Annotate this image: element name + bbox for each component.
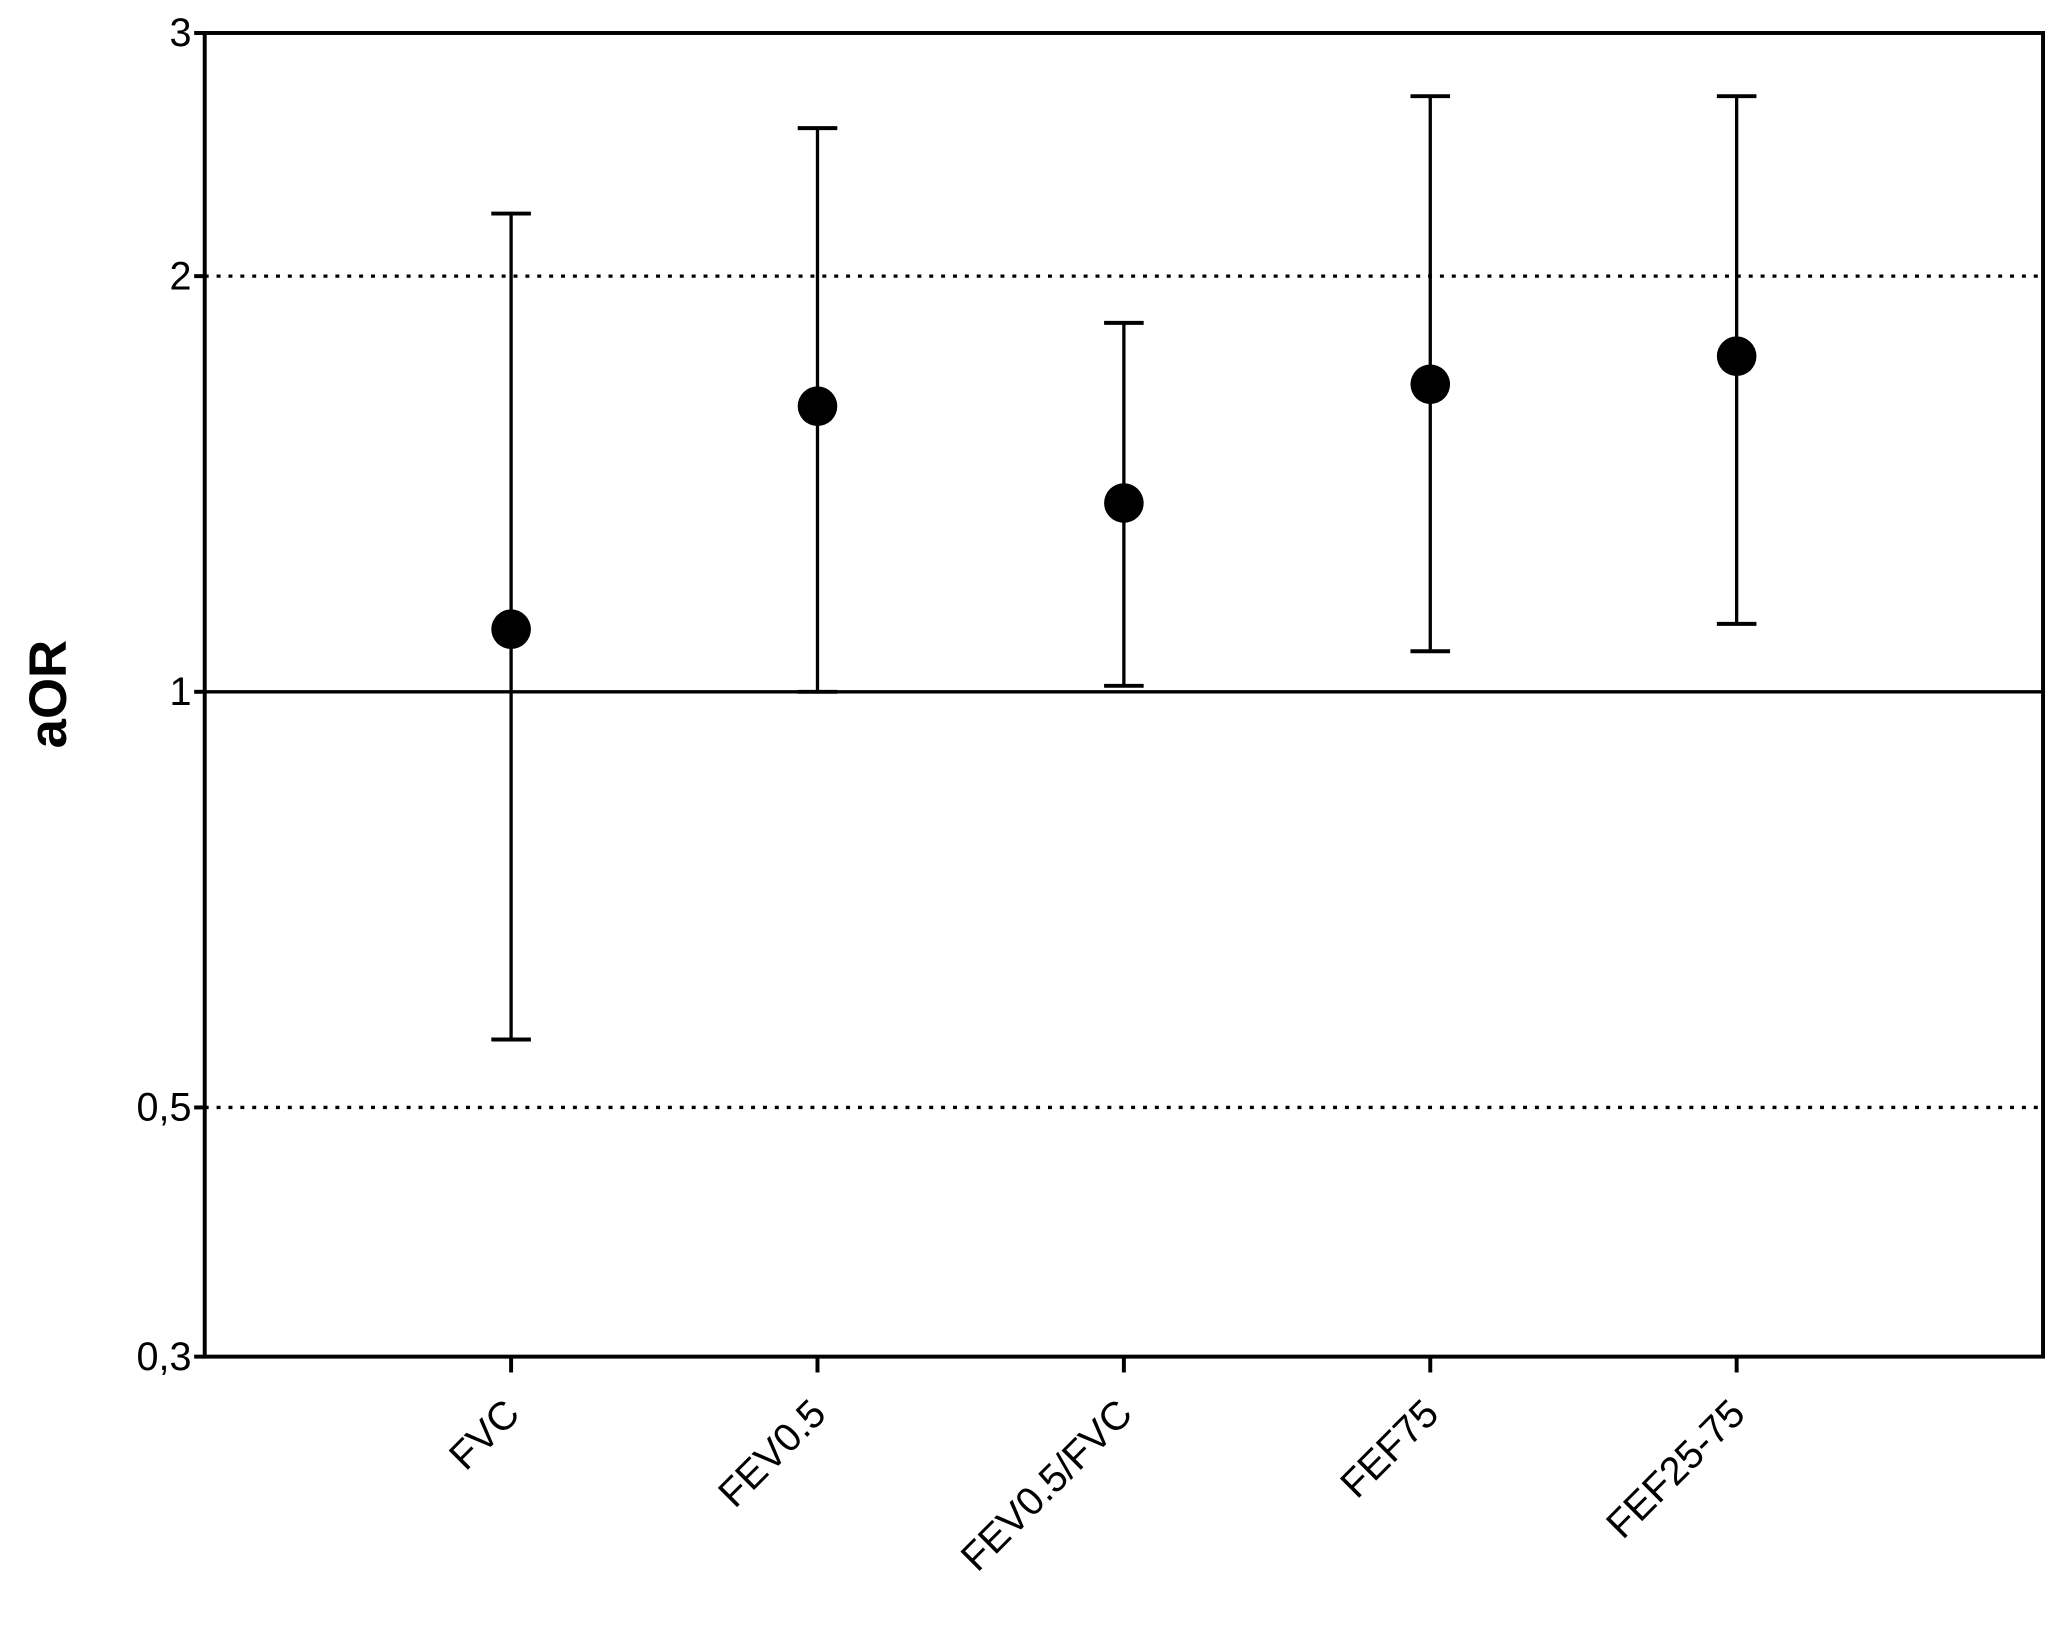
point xyxy=(1410,364,1451,405)
y-tick-label: 0,5 xyxy=(136,1086,191,1130)
x-tick-label: FEF75 xyxy=(1332,1391,1447,1506)
point xyxy=(1104,483,1144,523)
y-tick-label: 2 xyxy=(170,254,192,298)
x-tick-label: FVC xyxy=(441,1391,528,1478)
y-axis-title: aOR xyxy=(19,640,78,749)
x-tick-label: FEV0.5/FVC xyxy=(953,1391,1141,1579)
point xyxy=(1716,336,1757,377)
y-tick-label: 0,3 xyxy=(136,1335,191,1379)
point xyxy=(491,609,531,650)
x-tick-label: FEF25-75 xyxy=(1598,1391,1754,1547)
plot-frame xyxy=(202,31,2046,1359)
point xyxy=(797,386,838,427)
y-tick-label: 1 xyxy=(170,670,192,714)
x-tick-label: FEV0.5 xyxy=(710,1391,834,1515)
y-tick-label: 3 xyxy=(170,11,192,55)
